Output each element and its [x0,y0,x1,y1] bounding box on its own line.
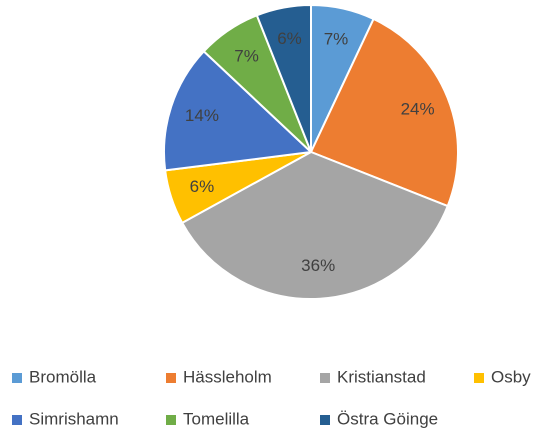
legend-label: Hässleholm [183,367,272,386]
legend-swatch [166,415,176,425]
legend-label: Kristianstad [337,367,426,386]
value-label: 7% [324,30,349,49]
legend-label: Tomelilla [183,409,250,428]
value-label: 7% [234,47,259,66]
pie-slice [309,17,459,208]
legend-label: Bromölla [29,367,97,386]
value-label: 14% [185,106,219,125]
legend-label: Östra Göinge [337,409,438,428]
value-label: 6% [190,177,215,196]
legend-label: Osby [491,367,531,386]
legend-swatch [12,373,22,383]
value-label: 6% [277,29,302,48]
pie-slice [163,49,314,172]
legend-swatch [166,373,176,383]
legend-swatch [320,415,330,425]
value-label: 36% [301,256,335,275]
legend-swatch [12,415,22,425]
legend-swatch [320,373,330,383]
pie-slice [180,150,449,300]
legend-swatch [474,373,484,383]
pie-slice [255,3,312,153]
legend-label: Simrishamn [29,409,119,428]
value-label: 24% [401,99,435,118]
